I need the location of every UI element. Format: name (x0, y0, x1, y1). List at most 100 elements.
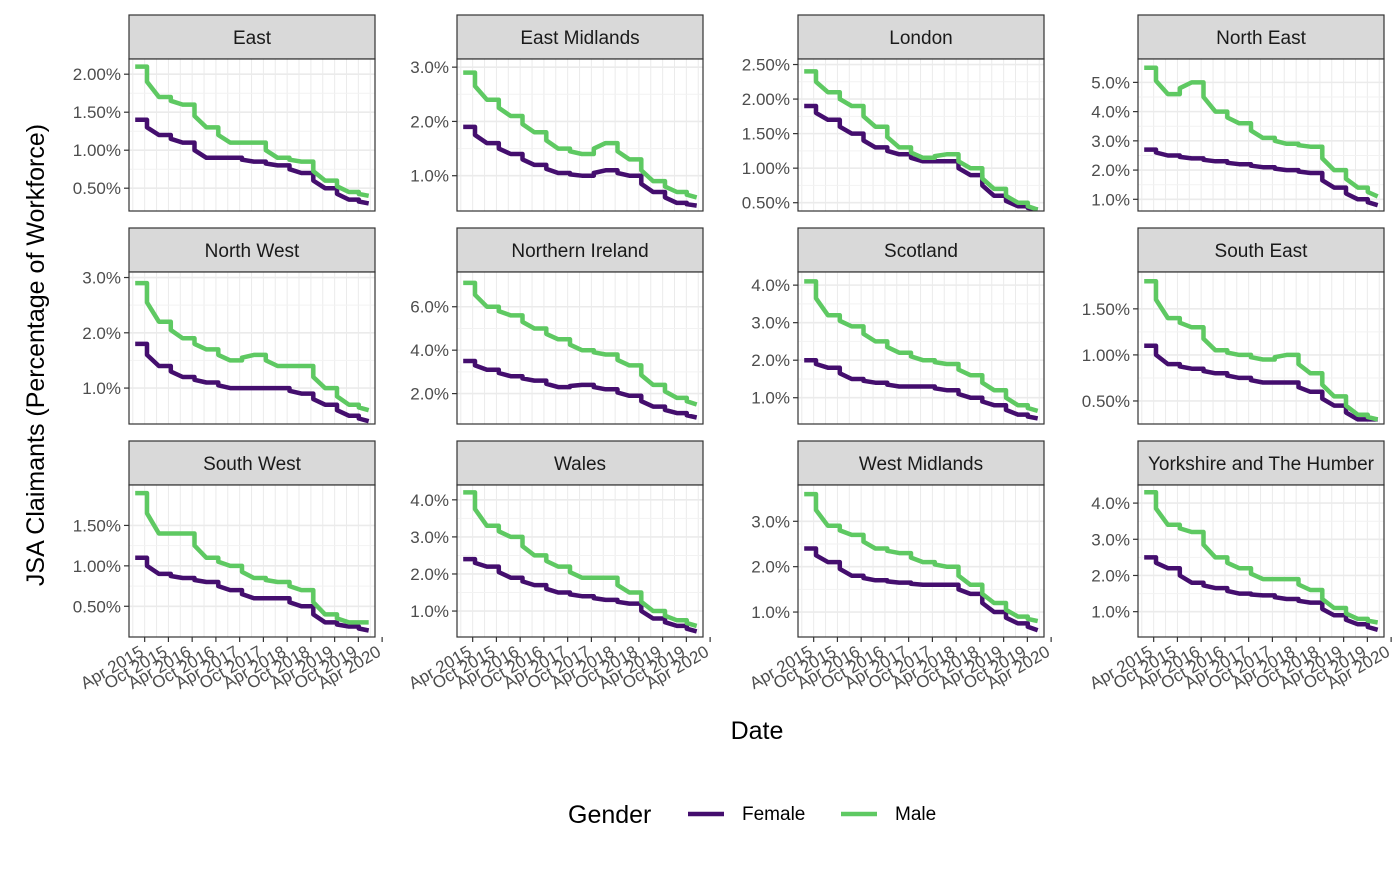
panel-border (1137, 271, 1385, 425)
series-lines (1144, 278, 1379, 422)
y-tick-label: 3.0% (1091, 530, 1130, 549)
y-tick-label: 0.50% (742, 194, 790, 213)
facet-strip (1137, 14, 1385, 60)
y-tick-label: 2.0% (410, 385, 449, 404)
facet-strip (797, 14, 1045, 60)
legend-label-female: Female (742, 804, 805, 825)
y-tick-label: 1.0% (1091, 603, 1130, 622)
y-tick-label: 2.0% (82, 324, 121, 343)
y-tick-label: 1.50% (1082, 300, 1130, 319)
gridlines (457, 485, 703, 637)
facet-strip-label: North East (1216, 28, 1306, 49)
y-tick-label: 3.0% (410, 58, 449, 77)
facet-strip-label: Wales (554, 454, 606, 475)
y-tick-label: 2.50% (742, 56, 790, 75)
y-tick-label: 1.00% (73, 141, 121, 160)
facet-panel: East 0.50% 1.00% 1.50% 2.00% (73, 14, 376, 212)
gridlines (129, 59, 375, 211)
panel-border (128, 271, 376, 425)
y-tick-label: 1.00% (1082, 346, 1130, 365)
facet-panel: Scotland 1.0% 2.0% 3.0% 4.0% (751, 227, 1045, 425)
y-tick-label: 4.0% (410, 341, 449, 360)
facet-panel: North West 1.0% 2.0% 3.0% (82, 227, 376, 425)
y-tick-label: 6.0% (410, 298, 449, 317)
series-line-female (135, 117, 370, 206)
series-line-female (135, 341, 370, 424)
gridlines (1138, 59, 1384, 211)
panel-border (128, 58, 376, 212)
facet-strip (128, 14, 376, 60)
gridlines (1138, 272, 1384, 424)
legend-title: Gender (568, 801, 651, 829)
facet-strip-label: North West (205, 241, 300, 262)
facet-panel: South East 0.50% 1.00% 1.50% (1082, 227, 1385, 425)
panel-border (797, 271, 1045, 425)
y-tick-label: 1.0% (410, 602, 449, 621)
y-tick-label: 1.0% (751, 603, 790, 622)
y-tick-label: 2.0% (751, 351, 790, 370)
facet-strip-label: East Midlands (520, 28, 639, 49)
facet-strip-label: Yorkshire and The Humber (1148, 454, 1375, 475)
facet-panel: Yorkshire and The Humber 1.0% 2.0% 3.0% 4.0%… (1086, 440, 1393, 693)
facet-strip (456, 227, 704, 273)
series-line-male (1144, 65, 1379, 199)
gridlines (457, 59, 703, 211)
y-tick-label: 2.0% (751, 558, 790, 577)
facet-strip (797, 227, 1045, 273)
y-tick-label: 0.50% (73, 597, 121, 616)
y-tick-label: 2.00% (742, 90, 790, 109)
series-line-female (463, 358, 698, 420)
series-lines (1144, 489, 1379, 632)
series-line-female (463, 556, 698, 634)
facet-panel: London 0.50% 1.00% 1.50% 2.00% 2.50% (742, 14, 1045, 213)
series-lines (804, 69, 1039, 211)
gridlines (129, 485, 375, 637)
y-tick-label: 1.0% (751, 389, 790, 408)
facet-strip-label: South West (203, 454, 302, 475)
y-tick-label: 2.0% (1091, 161, 1130, 180)
facet-strip-label: Northern Ireland (511, 241, 648, 262)
series-lines (135, 490, 370, 633)
y-tick-label: 3.0% (82, 269, 121, 288)
y-tick-label: 3.0% (751, 512, 790, 531)
series-lines (463, 490, 698, 634)
series-line-male (804, 491, 1039, 624)
y-tick-label: 5.0% (1091, 73, 1130, 92)
y-tick-label: 4.0% (751, 276, 790, 295)
panel-border (797, 484, 1045, 638)
panel-border (456, 484, 704, 638)
facet-strip-label: London (889, 28, 952, 49)
y-tick-label: 3.0% (1091, 132, 1130, 151)
y-tick-label: 1.00% (73, 557, 121, 576)
y-tick-label: 1.50% (742, 125, 790, 144)
panel-border (1137, 58, 1385, 212)
facet-strip (456, 440, 704, 486)
series-lines (135, 280, 370, 424)
series-lines (463, 70, 698, 208)
series-line-male (804, 279, 1039, 414)
y-tick-label: 1.0% (82, 379, 121, 398)
series-lines (135, 64, 370, 206)
facet-strip (797, 440, 1045, 486)
y-tick-label: 1.0% (410, 167, 449, 186)
y-tick-label: 0.50% (1082, 392, 1130, 411)
y-axis-title: JSA Claimants (Percentage of Workforce) (22, 124, 50, 586)
facet-strip-label: East (233, 28, 272, 49)
x-axis-title: Date (731, 717, 784, 745)
y-tick-label: 1.50% (73, 516, 121, 535)
series-line-female (1144, 343, 1378, 422)
series-line-female (804, 357, 1039, 421)
gridlines (1138, 485, 1384, 637)
series-lines (804, 491, 1039, 633)
series-line-male (135, 280, 370, 413)
series-line-male (1144, 489, 1379, 625)
panel-border (456, 58, 704, 212)
y-tick-label: 2.0% (410, 565, 449, 584)
facet-strip (1137, 227, 1385, 273)
panel-border (456, 271, 704, 425)
facet-strip-label: West Midlands (859, 454, 983, 475)
facet-panel: Northern Ireland 2.0% 4.0% 6.0% (410, 227, 704, 425)
